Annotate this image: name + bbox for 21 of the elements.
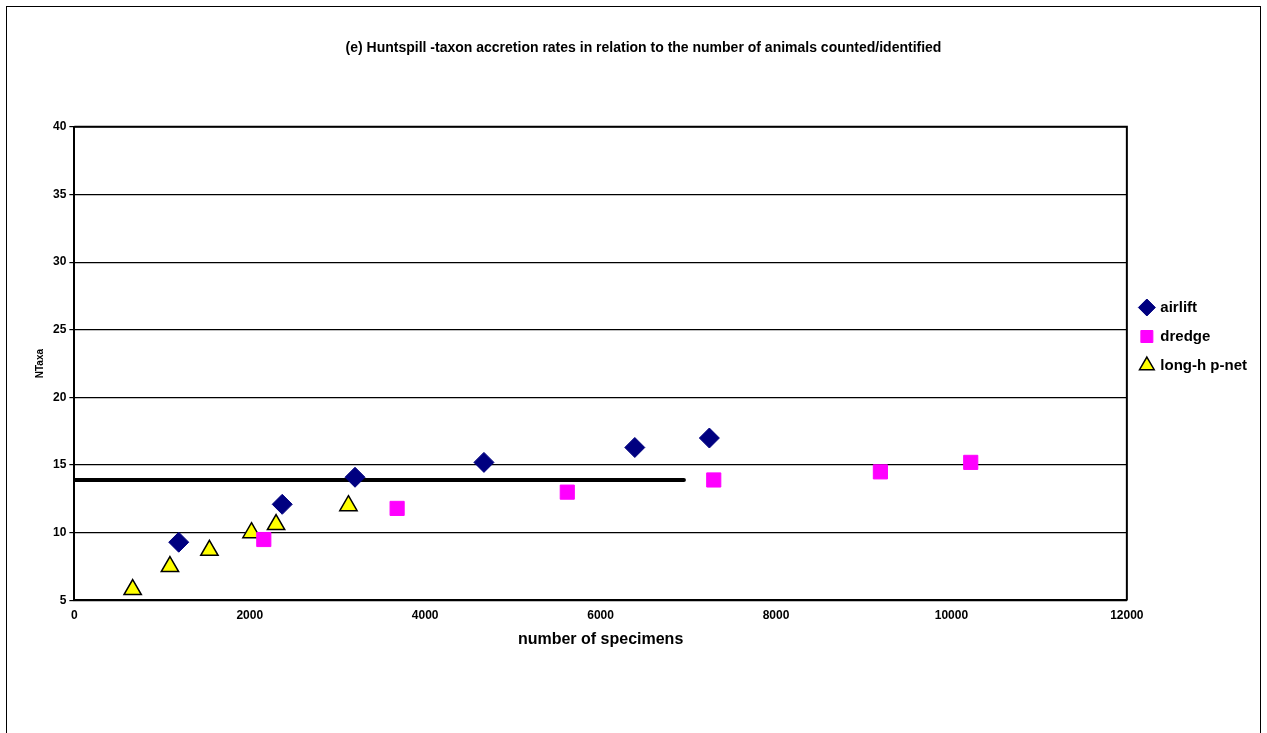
legend-label: long-h p-net <box>1160 355 1247 373</box>
x-axis-title: number of specimens <box>517 629 684 647</box>
legend-label: airlift <box>1160 297 1198 315</box>
x-tick-label: 8000 <box>762 607 790 622</box>
x-tick-label: 2000 <box>236 607 264 622</box>
y-tick-label: 35 <box>52 186 67 201</box>
x-tick-label: 10000 <box>934 607 969 622</box>
y-tick-label: 25 <box>52 322 67 337</box>
y-tick-label: 40 <box>52 119 67 134</box>
y-axis-title: NTaxa <box>33 348 45 379</box>
x-tick-label: 0 <box>71 607 78 622</box>
y-tick-label: 30 <box>52 254 67 269</box>
x-tick-label: 4000 <box>411 607 439 622</box>
x-tick-label: 12000 <box>1110 607 1144 622</box>
chart-title: (e) Huntspill -taxon accretion rates in relation to the number of animals counted/identified <box>345 39 942 56</box>
y-tick-label: 5 <box>59 592 67 607</box>
x-tick-label: 6000 <box>587 607 615 622</box>
legend-label: dredge <box>1160 326 1211 344</box>
y-tick-label: 15 <box>52 457 67 472</box>
y-tick-label: 10 <box>52 525 67 540</box>
y-tick-label: 20 <box>52 389 67 404</box>
